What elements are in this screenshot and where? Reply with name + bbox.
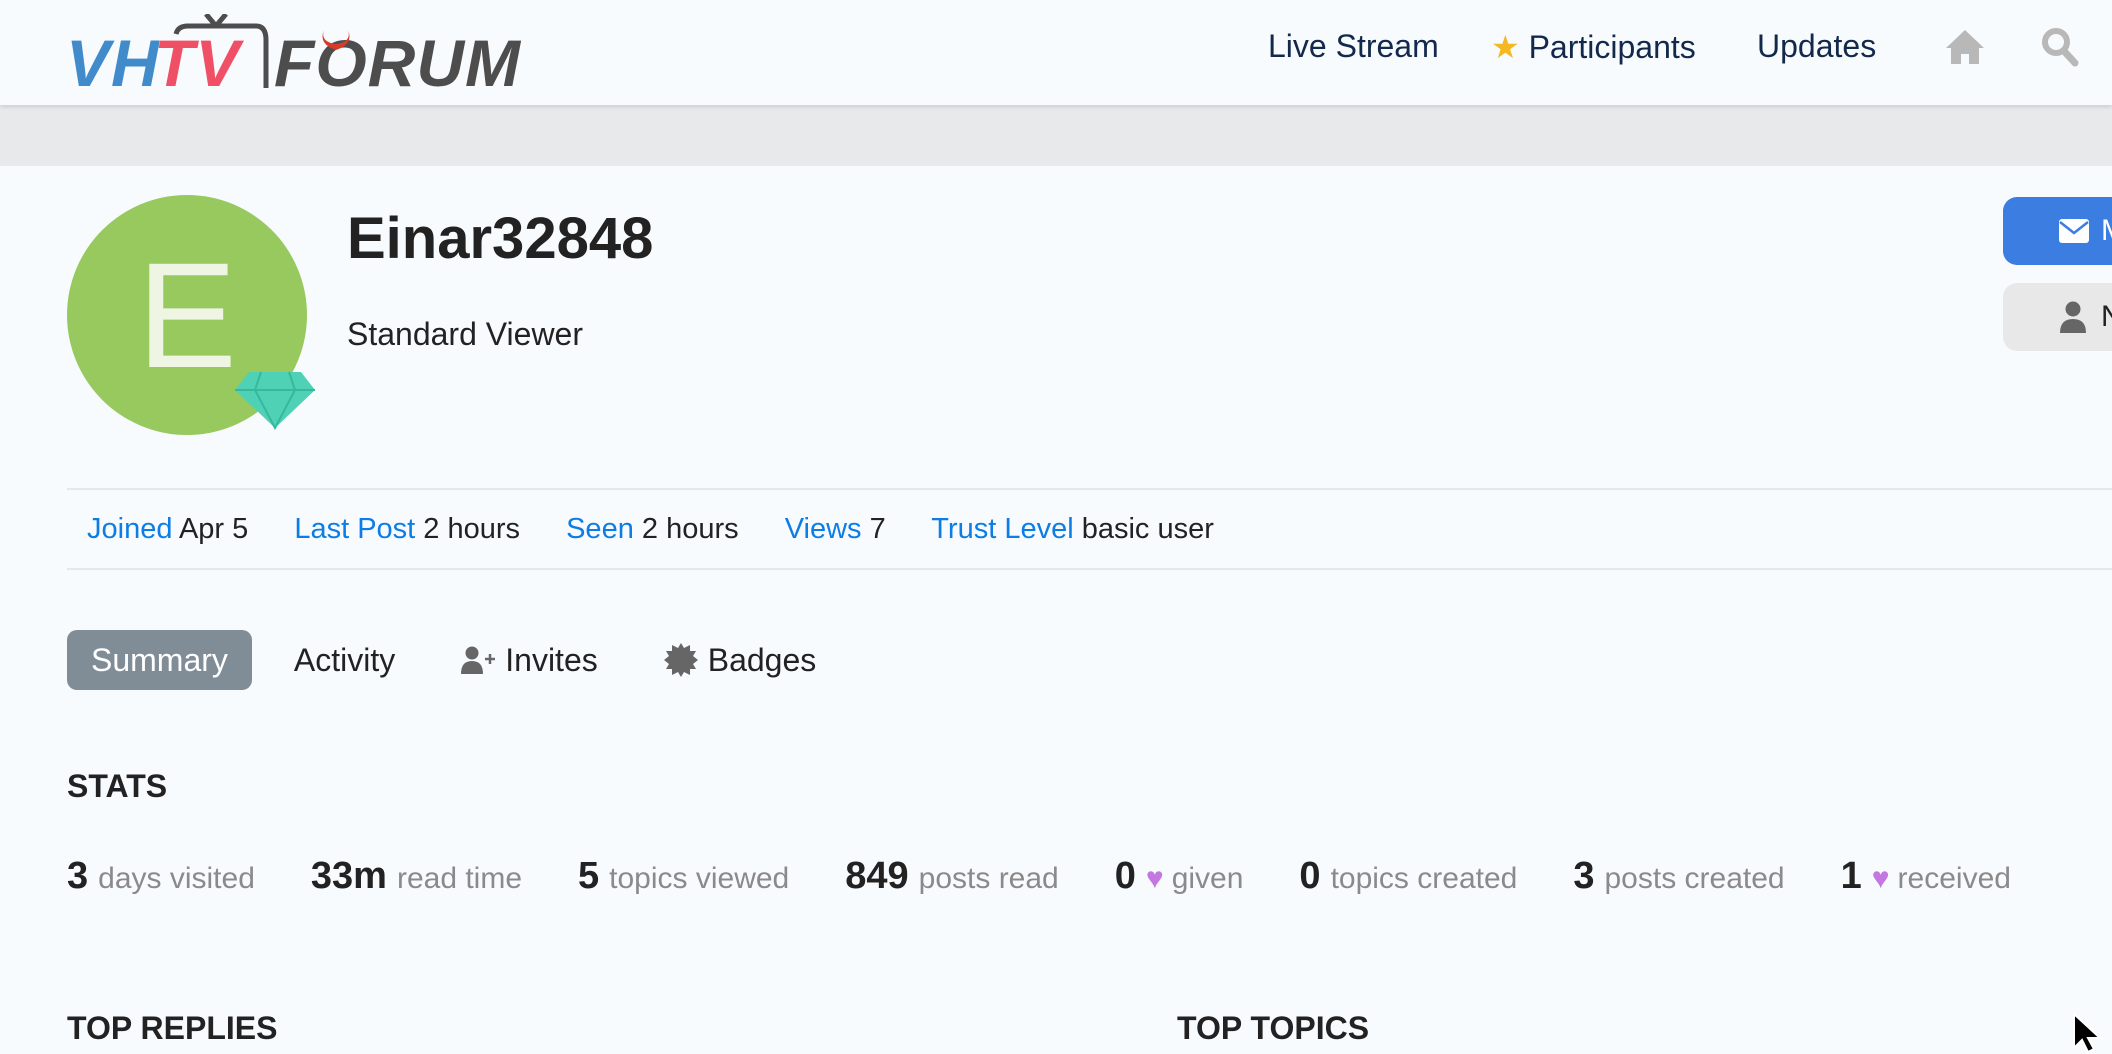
joined-label: Joined: [87, 513, 173, 545]
header-band: [0, 105, 2112, 166]
stat-number: 3: [1573, 855, 1595, 897]
message-button[interactable]: M: [2003, 197, 2112, 265]
tab-activity[interactable]: Activity: [293, 641, 396, 678]
joined-value: Apr 5: [178, 513, 249, 545]
username: Einar32848: [347, 206, 654, 271]
stat-number: 849: [845, 855, 909, 897]
last-post-label: Last Post: [294, 513, 416, 545]
home-icon[interactable]: [1944, 28, 1986, 66]
stats-heading: STATS: [67, 768, 168, 804]
stat-number: 33m: [310, 855, 387, 897]
tab-invites-label: Invites: [505, 641, 598, 678]
top-topics-heading: TOP TOPICS: [1177, 1010, 1370, 1046]
stat-number: 5: [578, 855, 600, 897]
stat-item: 33m read time: [311, 855, 522, 898]
stat-label: topics viewed: [609, 862, 790, 895]
seen-label: Seen: [566, 513, 634, 545]
search-icon[interactable]: [2040, 26, 2080, 68]
user-title: Standard Viewer: [347, 316, 583, 352]
stat-number: 3: [67, 855, 89, 897]
stat-label: days visited: [98, 862, 255, 895]
envelope-icon: [2059, 219, 2089, 243]
trust-level-label: Trust Level: [931, 513, 1074, 545]
divider: [67, 488, 2112, 490]
seen-value: 2 hours: [641, 513, 739, 545]
svg-text:VH: VH: [66, 26, 160, 94]
stat-label: topics created: [1330, 862, 1518, 895]
stat-number: 0: [1114, 855, 1136, 897]
heart-icon: ♥: [1871, 862, 1890, 895]
views-value: 7: [869, 513, 886, 545]
stats-row: 3 days visited 33m read time 5 topics viewed 8…: [67, 855, 2067, 898]
tab-badges-label: Badges: [707, 641, 817, 678]
stat-item: 3 posts created: [1573, 855, 1784, 898]
nav-updates[interactable]: Updates: [1757, 28, 1877, 64]
stat-label: posts created: [1604, 862, 1785, 895]
views-label: Views: [784, 513, 862, 545]
tab-badges[interactable]: Badges: [640, 630, 841, 690]
svg-text:FORUM: FORUM: [274, 26, 522, 94]
user-plus-icon: [461, 646, 496, 674]
star-icon: ★: [1491, 29, 1520, 65]
divider: [67, 568, 2112, 570]
site-header: VH TV FORUM Live Stream ★ Participants U…: [0, 0, 2112, 105]
stat-item: 3 days visited: [67, 855, 255, 898]
stat-item: 0 topics created: [1299, 855, 1517, 898]
stat-label: read time: [396, 862, 523, 895]
stat-label: given: [1171, 862, 1244, 895]
top-replies-heading: TOP REPLIES: [67, 1010, 278, 1046]
logo-image: VH TV FORUM: [66, 14, 522, 94]
heart-icon: ♥: [1145, 862, 1164, 895]
diamond-icon: [235, 371, 315, 430]
mouse-cursor-icon: [2073, 1012, 2103, 1054]
stat-number: 0: [1299, 855, 1321, 897]
user-button[interactable]: N: [2003, 283, 2112, 351]
nav-participants-label: Participants: [1528, 29, 1696, 65]
badge-icon: [663, 643, 698, 677]
user-info-row: Joined Apr 5 Last Post 2 hours Seen 2 ho…: [87, 513, 1252, 546]
stat-item: 849 posts read: [845, 855, 1059, 898]
tab-invites[interactable]: Invites: [437, 630, 621, 690]
svg-text:TV: TV: [154, 26, 244, 94]
stat-label: posts read: [918, 862, 1059, 895]
site-logo[interactable]: VH TV FORUM: [66, 14, 536, 94]
user-icon: [2060, 301, 2086, 333]
nav-participants[interactable]: ★ Participants: [1491, 28, 1696, 66]
stat-number: 1: [1840, 855, 1862, 897]
stat-item: 5 topics viewed: [578, 855, 789, 898]
trust-level-value: basic user: [1081, 513, 1214, 545]
message-button-label: M: [2101, 214, 2112, 248]
profile-tabs: Summary Activity Invites Badges: [67, 630, 858, 690]
last-post-value[interactable]: 2 hours: [423, 513, 521, 545]
avatar-letter: E: [136, 230, 238, 399]
user-button-label: N: [2101, 300, 2112, 333]
nav-live-stream[interactable]: Live Stream: [1268, 28, 1439, 64]
stat-item: 1 ♥ received: [1841, 855, 2011, 898]
stat-label: received: [1897, 862, 2011, 895]
tab-summary[interactable]: Summary: [67, 630, 252, 690]
stat-item: 0 ♥ given: [1115, 855, 1244, 898]
